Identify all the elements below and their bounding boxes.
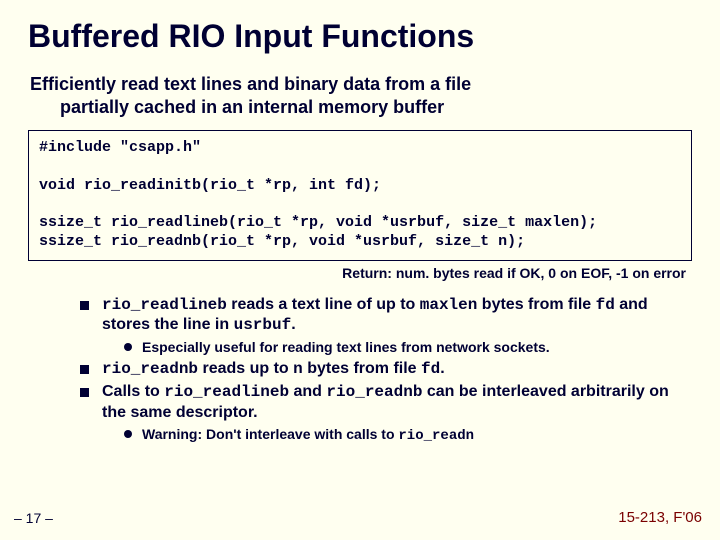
bullet-list: rio_readlineb reads a text line of up to… bbox=[28, 295, 692, 447]
code-inline: n bbox=[293, 360, 303, 378]
code-block: #include "csapp.h" void rio_readinitb(ri… bbox=[28, 130, 692, 261]
code-inline: rio_readnb bbox=[326, 383, 422, 401]
slide-number: – 17 – bbox=[14, 510, 53, 526]
subtitle-line1: Efficiently read text lines and binary d… bbox=[30, 74, 471, 94]
text: reads up to bbox=[198, 360, 293, 377]
sub-bullet-item: Especially useful for reading text lines… bbox=[124, 338, 692, 357]
text: Warning: Don't interleave with calls to bbox=[142, 426, 398, 442]
course-label: 15-213, F'06 bbox=[618, 509, 702, 526]
bullet-item: Calls to rio_readlineb and rio_readnb ca… bbox=[80, 382, 692, 446]
sub-bullet-item: Warning: Don't interleave with calls to … bbox=[124, 425, 692, 446]
code-inline: fd bbox=[421, 360, 440, 378]
text: . bbox=[291, 316, 295, 333]
text: reads a text line of up to bbox=[227, 296, 420, 313]
text: and bbox=[289, 383, 326, 400]
slide-title: Buffered RIO Input Functions bbox=[28, 18, 692, 55]
sub-bullet-list: Especially useful for reading text lines… bbox=[102, 338, 692, 357]
text: bytes from file bbox=[303, 360, 421, 377]
sub-bullet-list: Warning: Don't interleave with calls to … bbox=[102, 425, 692, 446]
text: bytes from file bbox=[477, 296, 595, 313]
text: Calls to bbox=[102, 383, 164, 400]
code-inline: usrbuf bbox=[234, 316, 292, 334]
code-inline: rio_readlineb bbox=[164, 383, 289, 401]
subtitle-line2: partially cached in an internal memory b… bbox=[30, 96, 682, 119]
bullet-item: rio_readlineb reads a text line of up to… bbox=[80, 295, 692, 357]
text: . bbox=[440, 360, 444, 377]
return-note: Return: num. bytes read if OK, 0 on EOF,… bbox=[28, 265, 692, 281]
code-inline: rio_readn bbox=[398, 428, 474, 444]
code-inline: rio_readlineb bbox=[102, 296, 227, 314]
bullet-item: rio_readnb reads up to n bytes from file… bbox=[80, 359, 692, 380]
code-inline: rio_readnb bbox=[102, 360, 198, 378]
code-inline: maxlen bbox=[420, 296, 478, 314]
code-inline: fd bbox=[596, 296, 615, 314]
slide-subtitle: Efficiently read text lines and binary d… bbox=[28, 73, 692, 118]
